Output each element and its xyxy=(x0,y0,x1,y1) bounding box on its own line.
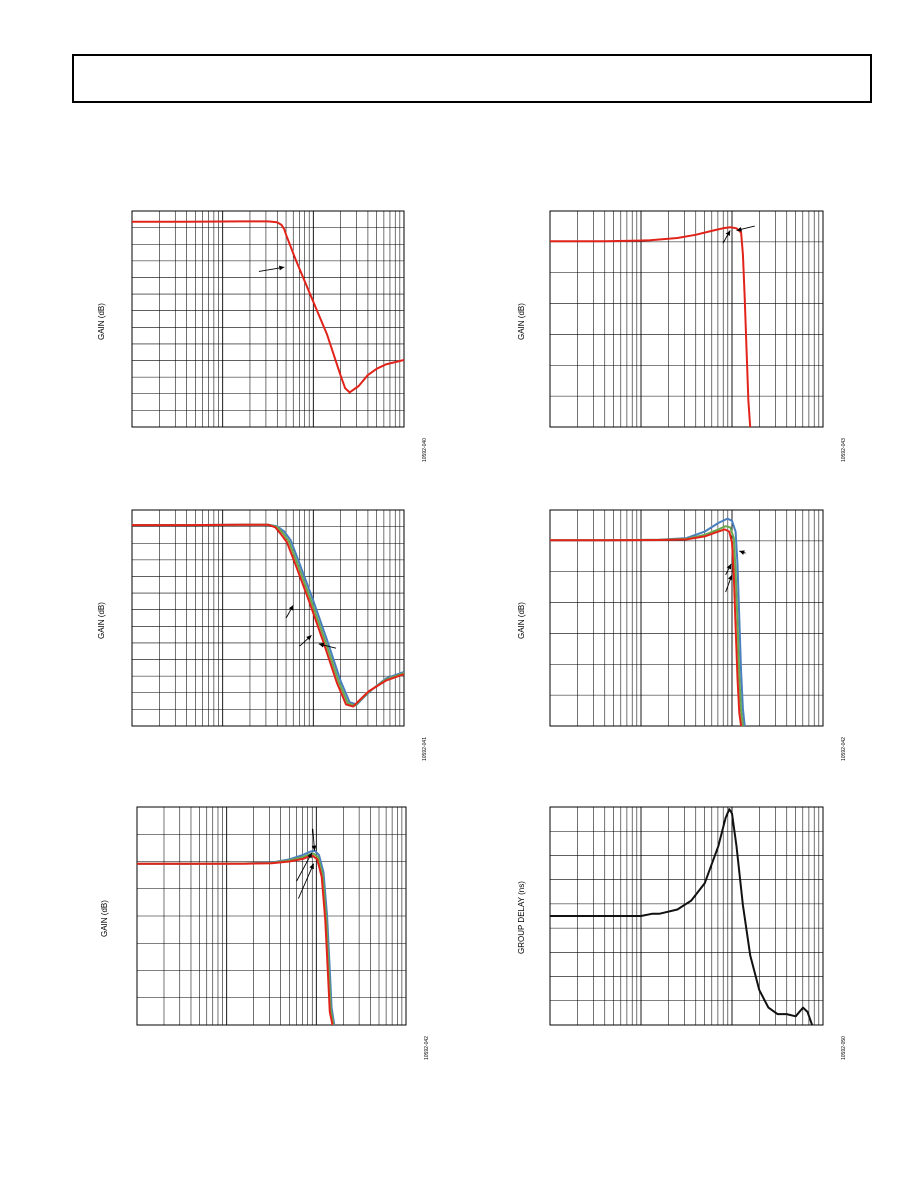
chart-gain-4: GAIN (dB) 10592-042 xyxy=(510,500,850,770)
series-line-1 xyxy=(137,849,336,1025)
annotation-arrow-3 xyxy=(725,574,733,593)
chart-svg xyxy=(136,806,407,1026)
series-line-1 xyxy=(550,226,752,427)
chart-svg xyxy=(131,509,405,727)
annotation-arrow-3 xyxy=(297,863,315,899)
series-line-2 xyxy=(550,525,744,726)
series-line-1 xyxy=(132,523,404,706)
series-line-2 xyxy=(132,523,404,707)
annotation-arrow-2 xyxy=(722,230,731,244)
annotation-arrow-1 xyxy=(739,550,746,555)
series-line-1 xyxy=(550,808,814,1025)
figure-id: 10592-040 xyxy=(422,438,428,462)
annotation-arrow-1 xyxy=(311,828,317,851)
chart-svg xyxy=(549,210,824,428)
figure-id: 10592-041 xyxy=(422,737,428,761)
chart-gain-1: GAIN (dB) 10592-040 xyxy=(90,200,430,470)
annotation-arrow-1 xyxy=(736,225,755,232)
chart-svg xyxy=(131,210,405,428)
plot-frame xyxy=(549,210,824,428)
series-line-1 xyxy=(132,220,404,394)
y-axis-label: GAIN (dB) xyxy=(97,602,106,640)
figure-id: 10592-042 xyxy=(424,1036,430,1060)
figure-id: 10592-042 xyxy=(841,737,847,761)
chart-gain-3: GAIN (dB) 10592-041 xyxy=(90,500,430,770)
y-axis-label: GAIN (dB) xyxy=(100,900,109,938)
annotation-arrow-2 xyxy=(299,634,312,647)
y-axis-label: GAIN (dB) xyxy=(97,303,106,341)
chart-gain-2: GAIN (dB) 10592-043 xyxy=(510,200,850,470)
plot-frame xyxy=(131,509,405,727)
series-line-3 xyxy=(137,854,334,1025)
y-axis-label: GROUP DELAY (ns) xyxy=(517,880,526,954)
figure-id: 10592-050 xyxy=(841,1036,847,1060)
annotation-arrow-1 xyxy=(285,604,294,619)
figure-id: 10592-043 xyxy=(841,438,847,462)
chart-group-delay: GROUP DELAY (ns) 10592-050 xyxy=(510,800,850,1070)
series-line-3 xyxy=(132,523,404,708)
chart-gain-5: GAIN (dB) 10592-042 xyxy=(90,800,430,1070)
plot-frame xyxy=(131,210,405,428)
y-axis-label: GAIN (dB) xyxy=(517,303,526,341)
series-line-3 xyxy=(550,528,743,726)
chart-svg xyxy=(549,509,824,727)
series-line-2 xyxy=(137,852,335,1025)
chart-svg xyxy=(549,806,824,1026)
plot-frame xyxy=(549,509,824,727)
page-header-box xyxy=(72,54,872,103)
annotation-arrow-3 xyxy=(318,642,337,649)
annotation-arrow-1 xyxy=(258,265,285,272)
annotation-arrow-2 xyxy=(725,563,732,576)
y-axis-label: GAIN (dB) xyxy=(517,602,526,640)
annotation-arrow-2 xyxy=(296,852,313,882)
